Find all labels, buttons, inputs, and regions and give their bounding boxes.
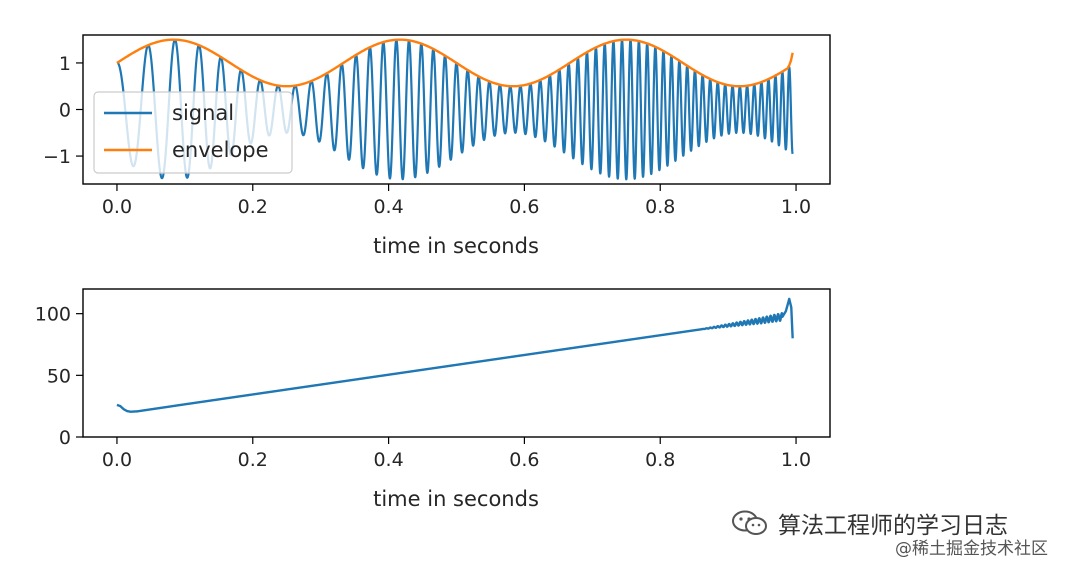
- x-tick-label: 0.4: [373, 449, 403, 471]
- wechat-icon: [732, 510, 767, 535]
- signal-axes: 0.0 0.2 0.4 0.6 0.8 1.0 −101 time in seconds …: [43, 34, 831, 258]
- x-tick-label: 0.6: [509, 449, 539, 471]
- legend-envelope-label: envelope: [172, 138, 269, 162]
- x-tick-label: 0.0: [102, 196, 132, 218]
- x-tick-label: 0.8: [645, 449, 675, 471]
- x-tick-label: 0.2: [238, 449, 268, 471]
- y-tick-label: −1: [43, 146, 71, 168]
- x-tick-label: 0.4: [373, 196, 403, 218]
- x-tick-label: 0.6: [509, 196, 539, 218]
- frequency-axes-frame: [82, 288, 831, 438]
- x-tick-label: 0.0: [102, 449, 132, 471]
- signal-x-axis-label: time in seconds: [373, 234, 539, 258]
- frequency-axes: 0.0 0.2 0.4 0.6 0.8 1.0 0 50 100 time in second…: [35, 288, 831, 511]
- frequency-line: [116, 297, 794, 413]
- x-tick-label: 1.0: [781, 449, 811, 471]
- watermark-community: @稀土掘金技术社区: [895, 539, 1048, 559]
- watermark-account-name: 算法工程师的学习日志: [778, 513, 1008, 539]
- x-tick-label: 0.8: [645, 196, 675, 218]
- y-tick-label: 0: [59, 427, 71, 449]
- y-tick-label: 1: [59, 53, 71, 75]
- y-tick-label: 100: [35, 304, 71, 326]
- y-tick-label: 0: [59, 100, 71, 122]
- y-tick-label: 50: [47, 365, 71, 387]
- legend-signal-label: signal: [172, 101, 234, 125]
- x-tick-label: 0.2: [238, 196, 268, 218]
- watermark-title: 算法工程师的学习日志: [730, 507, 1008, 539]
- x-tick-label: 1.0: [781, 196, 811, 218]
- envelope-line: [116, 38, 794, 88]
- legend: signal envelope: [93, 91, 293, 174]
- frequency-x-axis-label: time in seconds: [373, 487, 539, 511]
